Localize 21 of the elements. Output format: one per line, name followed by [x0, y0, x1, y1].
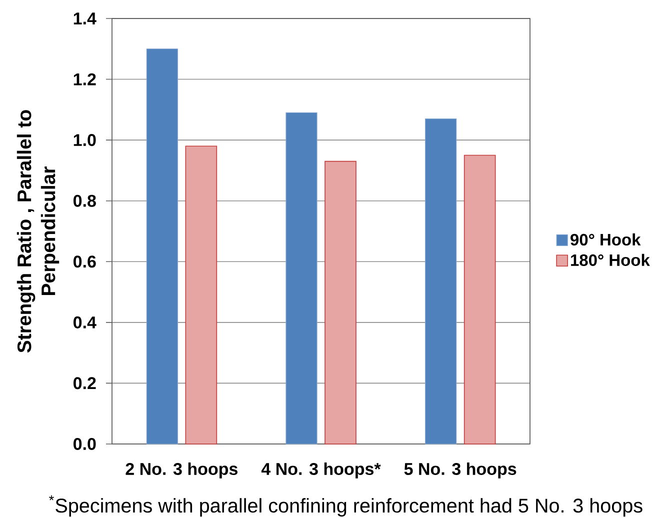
bar [146, 48, 178, 444]
y-axis-title: Strength Ratio , Parallel to Perpendicular [16, 110, 60, 353]
y-tick-label: 0.2 [74, 377, 96, 390]
y-tick-label: 0.8 [74, 194, 96, 207]
x-tick-label: 2 No. 3 hoops [126, 462, 238, 478]
y-tick-label: 0.4 [74, 316, 96, 328]
bar [425, 118, 457, 444]
legend-label: 180° Hook [571, 254, 650, 266]
legend-label: 90° Hook [570, 233, 641, 246]
bar [324, 160, 356, 444]
x-tick-label: 4 No. 3 hoops* [261, 462, 381, 478]
y-tick-label: 0.6 [74, 256, 96, 268]
y-tick-label: 1.4 [74, 12, 96, 24]
y-tick-label: 0.0 [74, 438, 96, 450]
bar [464, 154, 496, 444]
x-tick-label: 5 No. 3 hoops [404, 462, 516, 478]
text: $^{*}$Specimens with parallel confining reinforcement had 5 No. 3 hoops [49, 495, 642, 517]
bar [286, 112, 318, 444]
y-tick-label: 1.0 [74, 134, 96, 146]
bar [185, 146, 218, 444]
y-tick-label: 1.2 [74, 73, 96, 86]
